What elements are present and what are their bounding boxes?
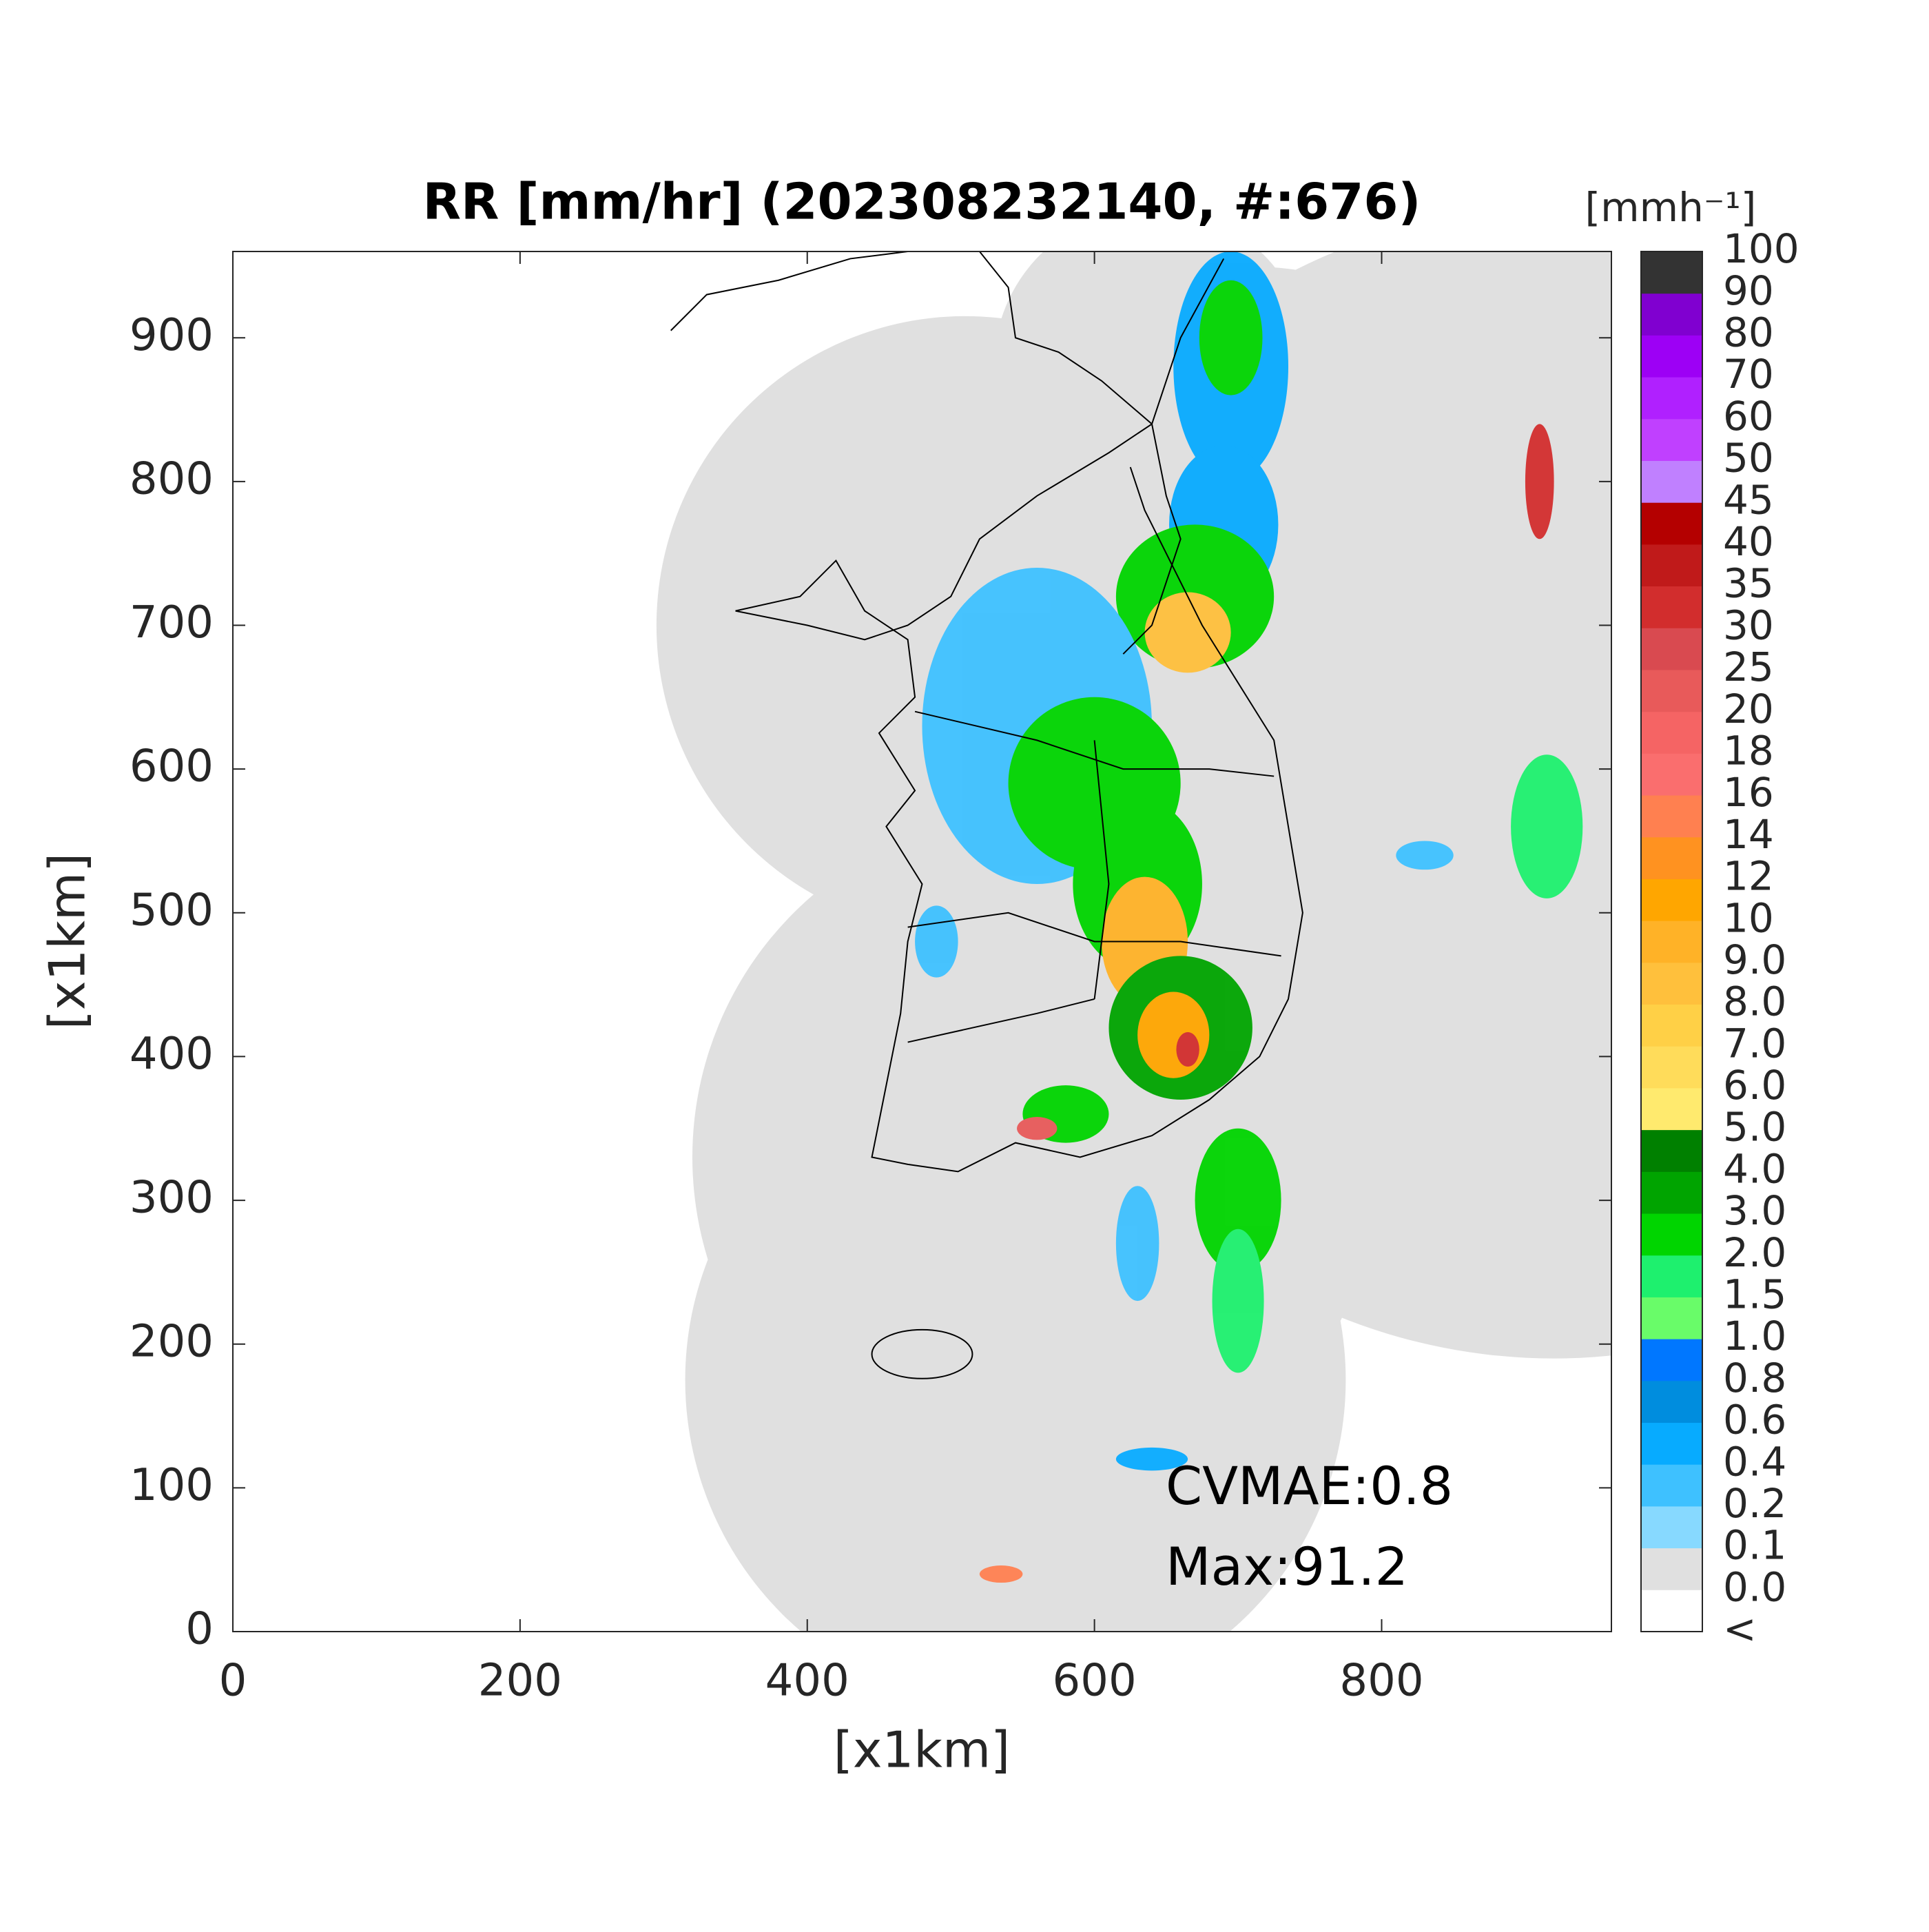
colorbar-segment — [1641, 1129, 1702, 1172]
colorbar-segment — [1641, 251, 1702, 294]
y-tick-label: 100 — [130, 1460, 214, 1511]
colorbar-tick-label: 7.0 — [1723, 1020, 1786, 1067]
colorbar-segment — [1641, 1087, 1702, 1131]
chart-title: RR [mm/hr] (202308232140, #:676) — [423, 173, 1421, 231]
colorbar-segment — [1641, 1213, 1702, 1256]
colorbar-tick-label: 3.0 — [1723, 1187, 1786, 1234]
colorbar-tick-label: 4.0 — [1723, 1145, 1786, 1192]
colorbar-tick-label: 14 — [1723, 811, 1774, 858]
colorbar-tick-label: 12 — [1723, 853, 1774, 900]
annotation: Max:91.2 — [1166, 1536, 1408, 1597]
colorbar-tick-label: 60 — [1723, 393, 1774, 440]
colorbar-tick-label: 5.0 — [1723, 1104, 1786, 1151]
colorbar-tick-label: 2.0 — [1723, 1229, 1786, 1276]
colorbar-tick-label: 20 — [1723, 686, 1774, 732]
colorbar-tick-label: 30 — [1723, 602, 1774, 648]
colorbar-tick-label: < — [1723, 1605, 1757, 1652]
y-tick-label: 300 — [130, 1173, 214, 1224]
colorbar-segment — [1641, 836, 1702, 879]
colorbar-tick-label: 1.0 — [1723, 1313, 1786, 1359]
colorbar-segment — [1641, 753, 1702, 796]
y-tick-label: 0 — [185, 1604, 214, 1655]
colorbar-segment — [1641, 1339, 1702, 1381]
colorbar-label: [mmh⁻¹] — [1585, 184, 1757, 231]
colorbar-segment — [1641, 1297, 1702, 1339]
colorbar-segment — [1641, 502, 1702, 545]
colorbar-tick-label: 0.8 — [1723, 1355, 1786, 1401]
colorbar-tick-label: 18 — [1723, 727, 1774, 774]
colorbar-segment — [1641, 1004, 1702, 1047]
colorbar-tick-label: 50 — [1723, 435, 1774, 482]
y-tick-label: 800 — [130, 453, 214, 504]
x-tick-label: 600 — [1053, 1656, 1137, 1707]
colorbar-tick-label: 25 — [1723, 644, 1774, 690]
coastline — [671, 251, 1303, 1379]
y-tick-label: 900 — [130, 310, 214, 361]
colorbar-tick-label: 35 — [1723, 560, 1774, 607]
colorbar-segment — [1641, 921, 1702, 963]
colorbar-segment — [1641, 1590, 1702, 1632]
colorbar-segment — [1641, 460, 1702, 503]
y-axis-label: [x1km] — [39, 853, 96, 1029]
colorbar-tick-label: 0.4 — [1723, 1438, 1786, 1485]
colorbar-frame — [1640, 251, 1703, 1632]
colorbar-segment — [1641, 586, 1702, 628]
colorbar-segment — [1641, 1171, 1702, 1214]
y-tick-label: 500 — [130, 885, 214, 936]
colorbar-segment — [1641, 1548, 1702, 1590]
colorbar-tick-label: 1.5 — [1723, 1271, 1786, 1318]
y-tick-label: 700 — [130, 597, 214, 648]
colorbar-segment — [1641, 711, 1702, 754]
colorbar-tick-label: 0.1 — [1723, 1522, 1786, 1569]
colorbar-tick-label: 8.0 — [1723, 978, 1786, 1025]
colorbar-tick-label: 80 — [1723, 309, 1774, 356]
colorbar-segment — [1641, 418, 1702, 461]
colorbar-segment — [1641, 628, 1702, 670]
colorbar-segment — [1641, 1464, 1702, 1507]
x-tick-label: 800 — [1339, 1656, 1423, 1707]
colorbar-segment — [1641, 293, 1702, 336]
y-tick-label: 400 — [130, 1029, 214, 1080]
axes-frame — [232, 251, 1612, 1632]
map-layer — [656, 251, 1611, 1632]
colorbar-segment — [1641, 1380, 1702, 1424]
colorbar-tick-label: 10 — [1723, 894, 1774, 941]
colorbar-segment — [1641, 1255, 1702, 1297]
colorbar-segment — [1641, 962, 1702, 1005]
x-tick-label: 200 — [478, 1656, 562, 1707]
y-tick-label: 600 — [130, 741, 214, 792]
colorbar-tick-label: 90 — [1723, 267, 1774, 314]
colorbar-tick-label: 100 — [1723, 225, 1799, 272]
colorbar-tick-label: 70 — [1723, 351, 1774, 398]
colorbar-segment — [1641, 1422, 1702, 1465]
colorbar-tick-label: 0.6 — [1723, 1397, 1786, 1443]
y-tick-label: 200 — [130, 1316, 214, 1367]
precipitation — [915, 251, 1583, 1583]
colorbar-segment — [1641, 377, 1702, 420]
colorbar-tick-label: 6.0 — [1723, 1062, 1786, 1109]
colorbar-tick-label: 45 — [1723, 476, 1774, 523]
colorbar-tick-label: 40 — [1723, 518, 1774, 565]
colorbar-tick-label: 9.0 — [1723, 936, 1786, 983]
colorbar-segment — [1641, 795, 1702, 838]
x-tick-label: 0 — [219, 1656, 247, 1707]
colorbar-segment — [1641, 335, 1702, 378]
x-tick-label: 400 — [765, 1656, 849, 1707]
colorbar-segment — [1641, 878, 1702, 921]
x-axis-label: [x1km] — [834, 1721, 1010, 1779]
colorbar-tick-label: 16 — [1723, 769, 1774, 816]
colorbar-tick-label: 0.2 — [1723, 1480, 1786, 1527]
colorbar-segment — [1641, 669, 1702, 712]
colorbar-segment — [1641, 1505, 1702, 1549]
colorbar-segment — [1641, 1046, 1702, 1089]
annotation: CVMAE:0.8 — [1166, 1455, 1453, 1517]
colorbar-tick-label: 0.0 — [1723, 1563, 1786, 1610]
colorbar-segment — [1641, 544, 1702, 587]
